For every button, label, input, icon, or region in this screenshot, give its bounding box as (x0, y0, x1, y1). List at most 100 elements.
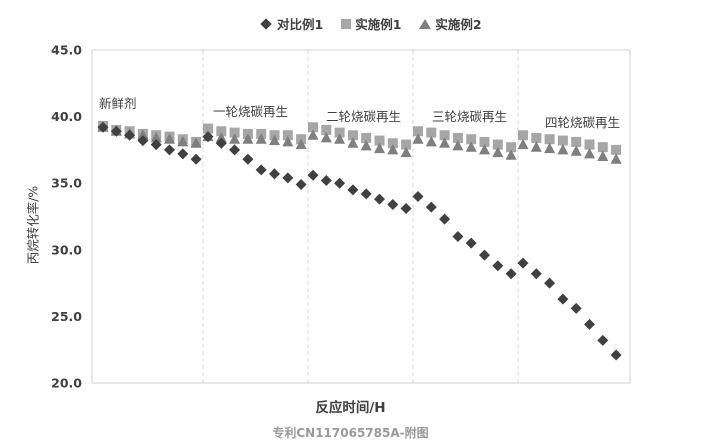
data-point-square (203, 123, 213, 134)
data-point-diamond (452, 230, 464, 242)
data-point-diamond (334, 177, 346, 189)
data-point-triangle (295, 138, 307, 150)
data-point-diamond (400, 203, 412, 215)
data-point-diamond (570, 302, 582, 314)
data-point-square (611, 144, 622, 155)
data-point-diamond (164, 144, 175, 156)
data-point-square (466, 134, 477, 145)
legend-item-series-3: 实施例2 (419, 14, 482, 33)
data-point-diamond (505, 268, 517, 280)
stage-label: 三轮烧碳再生 (432, 109, 507, 124)
data-point-diamond (439, 213, 451, 225)
footer-caption: 专利CN117065785A-附图 (272, 426, 429, 440)
data-point-diamond (150, 139, 162, 151)
data-point-triangle (452, 139, 464, 151)
data-point-diamond (137, 135, 149, 147)
legend-item-series-2: 实施例1 (341, 14, 401, 33)
data-point-square (571, 136, 582, 147)
data-point-square (584, 139, 595, 150)
data-point-triangle (400, 146, 412, 158)
data-point-triangle (557, 143, 569, 155)
legend-label-series-2: 实施例1 (355, 17, 402, 32)
data-point-triangle (269, 134, 280, 146)
data-point-triangle (597, 150, 609, 162)
data-point-triangle (190, 137, 202, 148)
legend-item-series-1: 对比例1 (260, 14, 324, 33)
data-point-triangle (544, 142, 556, 154)
legend-label-series-3: 实施例2 (435, 17, 482, 32)
data-point-triangle (320, 131, 332, 143)
data-point-triangle (307, 129, 319, 140)
data-point-square (452, 132, 463, 143)
data-point-square (334, 127, 345, 138)
data-point-diamond (124, 129, 136, 141)
data-point-square (308, 122, 318, 133)
data-point-triangle (439, 137, 451, 148)
plot-area-border (91, 49, 631, 384)
data-point-diamond (177, 148, 189, 160)
data-point-diamond (307, 169, 319, 181)
data-point-square (216, 126, 227, 137)
data-point-diamond (530, 268, 542, 280)
x-axis-label: 反应时间/H (315, 400, 386, 416)
y-tick-label: 45.0 (51, 43, 82, 58)
data-point-diamond (320, 175, 332, 187)
data-point-diamond (269, 168, 280, 180)
y-tick-label: 25.0 (51, 309, 82, 324)
data-point-triangle (465, 141, 477, 152)
data-point-square (479, 136, 490, 147)
data-point-diamond (360, 188, 372, 200)
data-point-diamond (557, 293, 569, 305)
y-tick-label: 35.0 (51, 176, 82, 191)
legend-label-series-1: 对比例1 (277, 17, 324, 32)
data-point-triangle (505, 149, 517, 160)
y-tick-label: 20.0 (51, 376, 82, 391)
data-point-diamond (544, 277, 556, 289)
data-point-square (544, 134, 555, 145)
data-point-square (321, 124, 332, 135)
data-point-diamond (282, 172, 294, 184)
data-point-diamond (479, 249, 490, 261)
data-point-diamond (597, 334, 609, 346)
data-point-diamond (374, 193, 385, 205)
data-point-diamond (110, 125, 122, 137)
y-tick-label: 30.0 (51, 242, 82, 257)
stage-label: 四轮烧碳再生 (545, 115, 620, 130)
stage-label: 新鲜剂 (99, 96, 137, 111)
stage-label: 二轮烧碳再生 (326, 109, 401, 124)
data-point-square (557, 135, 568, 146)
data-point-triangle (517, 138, 529, 150)
data-point-triangle (387, 143, 399, 155)
data-point-triangle (412, 133, 424, 144)
triangle-marker-icon (419, 18, 432, 29)
data-point-diamond (425, 201, 437, 213)
square-marker-icon (341, 18, 352, 29)
data-point-square (518, 130, 528, 141)
data-point-triangle (164, 133, 175, 144)
data-point-diamond (387, 199, 399, 211)
data-point-diamond (97, 121, 109, 133)
data-point-square (531, 132, 542, 143)
y-tick-label: 40.0 (51, 109, 82, 124)
data-point-square (413, 126, 423, 137)
data-point-diamond (202, 131, 214, 143)
data-point-triangle (334, 133, 346, 144)
data-point-triangle (137, 129, 149, 140)
data-point-diamond (215, 137, 227, 149)
data-point-diamond (190, 153, 202, 165)
data-point-square (506, 142, 517, 153)
data-point-diamond (412, 191, 424, 203)
data-point-triangle (610, 153, 622, 164)
data-point-square (361, 132, 372, 143)
data-point-diamond (255, 164, 267, 176)
data-point-square (347, 130, 358, 141)
data-point-triangle (360, 139, 372, 151)
data-point-diamond (465, 237, 477, 249)
data-point-square (439, 130, 450, 141)
y-axis-label: 丙烷转化率/% (25, 185, 41, 265)
data-point-diamond (347, 184, 359, 196)
data-point-square (492, 139, 503, 150)
data-point-square (374, 135, 385, 146)
stage-label: 一轮烧碳再生 (213, 104, 288, 119)
